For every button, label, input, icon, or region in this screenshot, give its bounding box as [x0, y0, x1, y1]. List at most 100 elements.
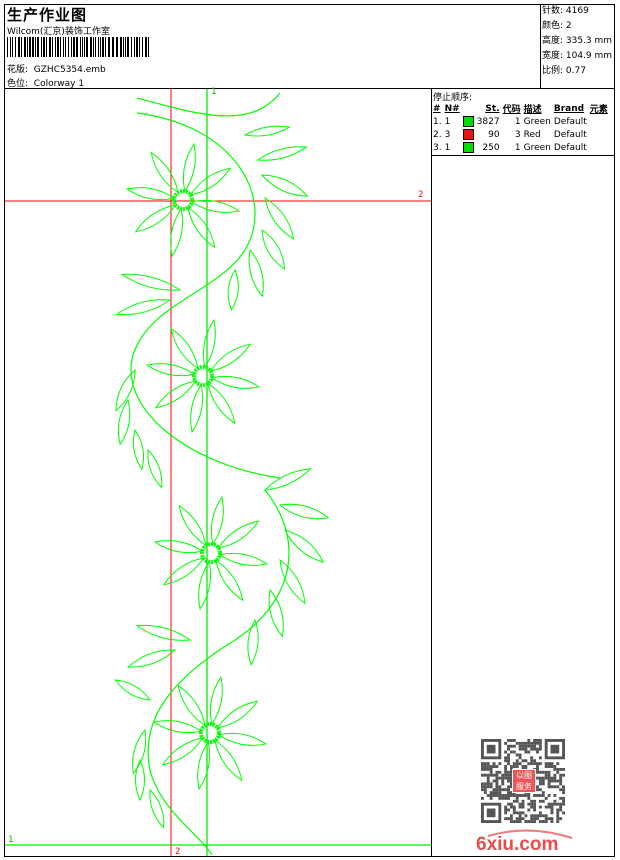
leaf-outline [217, 732, 268, 746]
leaf [114, 679, 152, 701]
leaf [264, 196, 295, 240]
qr-module [533, 744, 537, 748]
color-swatch [462, 129, 474, 140]
qr-module [538, 776, 542, 780]
qr-module [507, 739, 510, 742]
qr-module [530, 741, 534, 745]
table-row: 2. 3 90 3 Red Default [433, 128, 611, 141]
qr-module [521, 802, 525, 806]
qr-module [547, 782, 551, 786]
qr-module [547, 770, 551, 774]
barcode-bar [125, 37, 126, 57]
leaf-outline [190, 383, 204, 434]
color-swatch [462, 116, 474, 127]
qr-module [509, 805, 513, 809]
qr-module [550, 805, 554, 809]
qr-module [556, 785, 560, 789]
qr-module [515, 765, 519, 768]
qr-module [527, 741, 531, 745]
leaf [197, 740, 211, 791]
qr-module [492, 788, 496, 792]
needle-number: 1 [444, 142, 451, 153]
qr-module [556, 808, 560, 812]
qr-module [515, 753, 519, 757]
qr-module [550, 776, 554, 780]
barcode-bar [35, 37, 36, 57]
qr-module [509, 791, 513, 795]
qr-module [544, 805, 548, 809]
qr-module [541, 814, 545, 818]
qr-module [527, 820, 531, 823]
column-header: # [433, 103, 441, 114]
color-swatch-cell [462, 128, 477, 141]
qr-module [559, 802, 563, 806]
qr-module [509, 817, 513, 821]
qr-module [524, 759, 528, 763]
barcode-bar [76, 37, 78, 57]
qr-module [521, 799, 525, 803]
barcode-bar [112, 37, 114, 57]
qr-module [556, 767, 560, 771]
leaf [202, 318, 216, 369]
qr-module [550, 817, 554, 821]
color-code: 3 [514, 129, 521, 140]
leaf-outline [117, 398, 131, 446]
qr-module [541, 782, 545, 786]
row-index: 1. [433, 116, 442, 127]
qr-module [515, 811, 519, 815]
qr-module [512, 750, 516, 754]
qr-module [501, 796, 505, 800]
leaf [125, 187, 176, 201]
qr-module [530, 817, 534, 821]
leaf-outline [187, 206, 216, 249]
qr-module [524, 750, 528, 754]
qr-module [489, 770, 493, 774]
barcode-bar [10, 37, 11, 57]
barcode-bar [49, 37, 51, 57]
qr-module [559, 788, 563, 792]
qr-module [533, 739, 537, 742]
leaf [153, 540, 204, 554]
qr-module [495, 773, 499, 777]
qr-module [550, 808, 554, 812]
leaf-outline [227, 268, 239, 311]
qr-module [559, 767, 563, 771]
qr-module [547, 779, 551, 783]
qr-module [524, 744, 528, 748]
qr-module [538, 782, 542, 786]
qr-module [518, 814, 522, 818]
barcode-bar [27, 37, 28, 57]
qr-module [547, 776, 551, 780]
row-index: 3. [433, 142, 442, 153]
qr-module [550, 762, 554, 766]
qr-module [518, 794, 522, 797]
leaf [182, 142, 196, 193]
qr-module [533, 747, 537, 751]
qr-module [550, 811, 554, 815]
barcode-bar [15, 37, 16, 57]
qr-module [521, 744, 525, 748]
barcode-bar [68, 37, 69, 57]
qr-module [515, 820, 519, 823]
leaf [150, 151, 179, 194]
leaf-outline [198, 560, 212, 611]
element [590, 141, 611, 154]
qr-module [486, 773, 490, 777]
design-height: 高度: 335.3 mm [542, 36, 613, 46]
qr-module [486, 785, 490, 789]
qr-module [492, 773, 496, 777]
leaf-outline [210, 375, 261, 389]
qr-module [495, 765, 499, 768]
qr-module [538, 814, 542, 818]
qr-module [556, 820, 560, 823]
qr-module [559, 779, 563, 783]
qr-module [538, 741, 542, 745]
qr-module [550, 779, 554, 783]
qr-module [515, 796, 519, 800]
qr-module [486, 779, 490, 783]
qr-module [536, 788, 539, 792]
qr-module [562, 799, 565, 803]
qr-module [550, 744, 560, 754]
brand: Default [553, 129, 587, 140]
qr-module [527, 762, 531, 766]
